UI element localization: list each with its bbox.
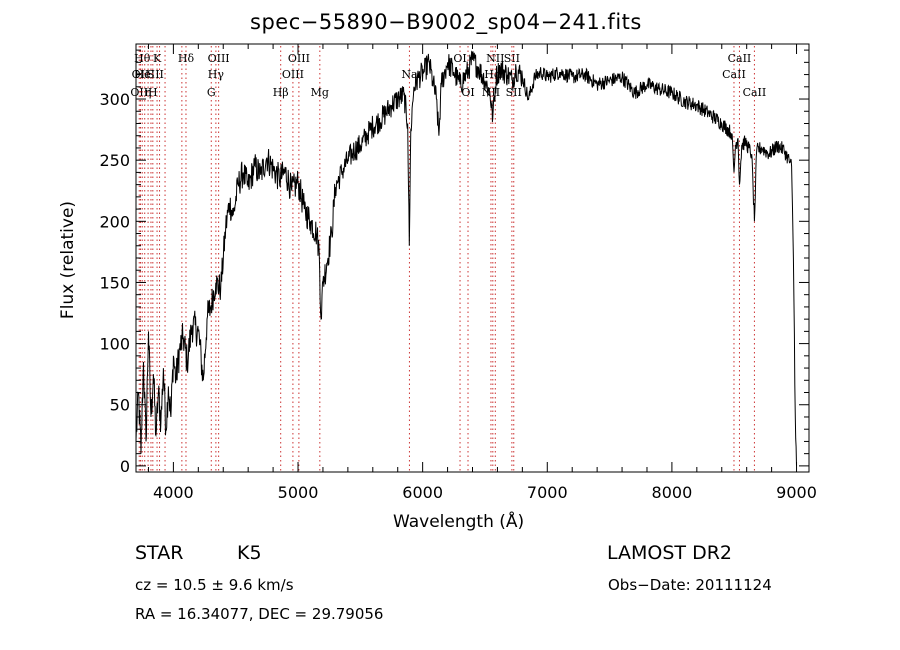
y-tick-label: 300 [99, 90, 130, 109]
x-tick-label: 4000 [153, 483, 194, 502]
line-marker-label: CaII [743, 86, 767, 99]
x-axis-label: Wavelength (Å) [393, 512, 525, 532]
y-tick-label: 100 [99, 335, 130, 354]
line-marker-label: η [145, 86, 152, 99]
spectrum-line [135, 50, 797, 466]
coordinates: RA = 16.34077, DEC = 29.79056 [135, 605, 384, 623]
line-marker-label: Hθ [134, 52, 151, 65]
line-marker-label: SII [506, 86, 522, 99]
line-marker-label: NII [486, 52, 504, 65]
y-tick-label: 200 [99, 212, 130, 231]
line-marker-label: II [155, 68, 164, 81]
x-tick-label: 5000 [278, 483, 319, 502]
line-marker-label: OI [461, 86, 474, 99]
line-marker-label: Hβ [273, 86, 289, 99]
redshift-cz: cz = 10.5 ± 9.6 km/s [135, 576, 294, 594]
object-class: STAR [135, 542, 184, 564]
line-marker-label: OIII [208, 52, 230, 65]
line-marker-label: Na [401, 68, 418, 81]
x-tick-label: 6000 [402, 483, 443, 502]
x-tick-label: 7000 [527, 483, 568, 502]
survey-name: LAMOST DR2 [607, 542, 732, 564]
line-marker-label: CaII [728, 52, 752, 65]
line-marker-label: Hδ [178, 52, 195, 65]
line-marker-label: OIII [288, 52, 310, 65]
y-tick-label: 250 [99, 151, 130, 170]
chart-title: spec−55890−B9002_sp04−241.fits [250, 10, 642, 34]
y-tick-label: 50 [110, 396, 130, 415]
line-markers: OIIOIIHθHeIηSHKIIHδGHγOIIIHβOIIIOIIIMgNa… [130, 46, 766, 472]
object-subclass: K5 [237, 542, 262, 564]
line-marker-label: OII [130, 86, 148, 99]
y-axis-label: Flux (relative) [58, 200, 78, 320]
x-tick-label: 8000 [652, 483, 693, 502]
line-marker-label: SII [504, 52, 520, 65]
x-tick-label: 9000 [776, 483, 817, 502]
line-marker-label: K [153, 52, 162, 65]
line-marker-label: OIII [282, 68, 304, 81]
y-tick-label: 0 [120, 457, 130, 476]
line-marker-label: S [147, 68, 155, 81]
plot-frame [135, 43, 810, 473]
line-marker-label: Hγ [208, 68, 225, 81]
line-marker-label: HeI [134, 68, 154, 81]
line-marker-label: G [207, 86, 216, 99]
axis-ticks: 4000 5000 6000 7000 8000 9000 0 50 100 150 200 250 3… [99, 44, 817, 502]
line-marker-label: CaII [722, 68, 746, 81]
line-marker-label: OI [453, 52, 466, 65]
line-marker-label: H [148, 86, 158, 99]
y-tick-label: 150 [99, 273, 130, 292]
obs-date: Obs−Date: 20111124 [608, 576, 772, 594]
line-marker-label: Mg [311, 86, 329, 99]
